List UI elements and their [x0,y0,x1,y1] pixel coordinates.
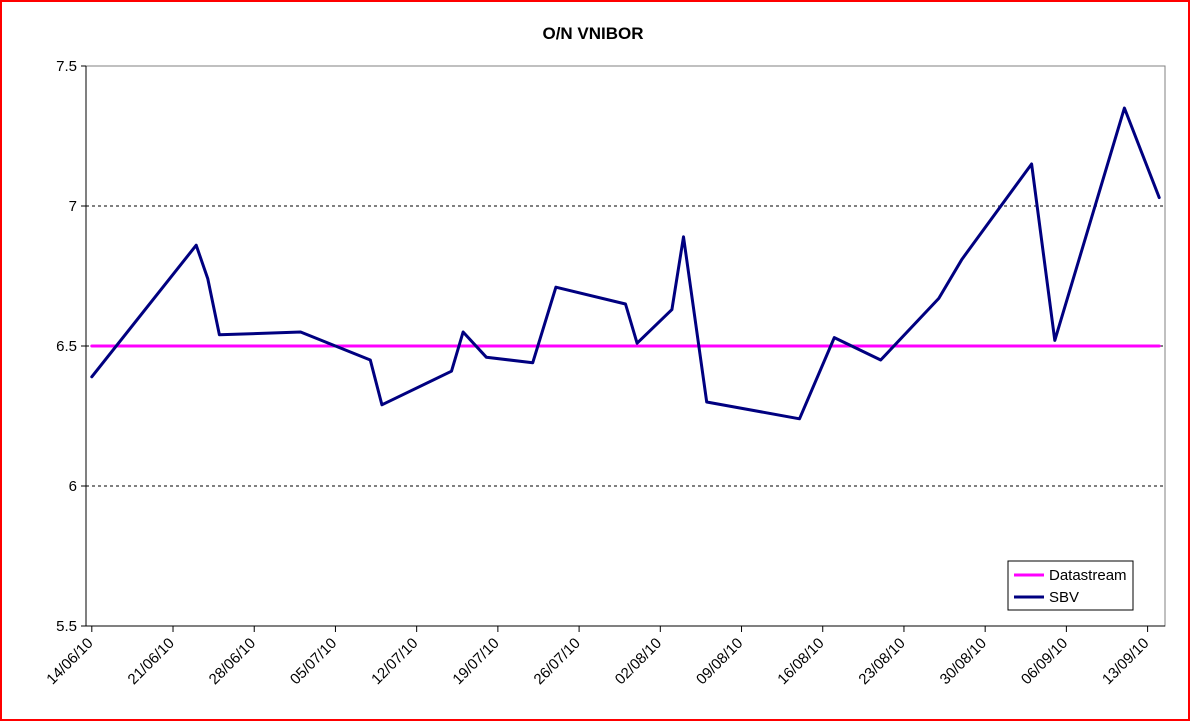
series-line-sbv [90,106,1161,421]
x-tick-label: 16/08/10 [774,635,827,688]
x-tick-label: 26/07/10 [531,635,584,688]
legend-label: SBV [1049,589,1079,606]
x-tick-label: 09/08/10 [693,635,746,688]
y-tick-label: 6 [69,478,77,495]
x-tick-label: 21/06/10 [125,635,178,688]
x-tick-label: 30/08/10 [937,635,990,688]
x-tick-label: 19/07/10 [449,635,502,688]
legend-box [1007,560,1134,611]
x-tick-label: 12/07/10 [368,635,421,688]
y-tick-label: 6.5 [56,338,77,355]
x-tick-label: 05/07/10 [287,635,340,688]
series-lines [90,106,1161,421]
y-tick-label: 7 [69,198,77,215]
x-axis: 14/06/10 21/06/10 28/06/10 05/07/10 12/07/10… [43,625,1165,688]
x-tick-label: 13/09/10 [1099,635,1152,688]
legend-label: Datastream [1049,567,1127,584]
y-tick-label: 5.5 [56,618,77,635]
legend: Datastream SBV [1007,560,1134,611]
chart-title: O/N VNIBOR [542,24,643,43]
x-tick-label: 02/08/10 [612,635,665,688]
x-tick-label: 06/09/10 [1018,635,1071,688]
y-tick-label: 7.5 [56,58,77,75]
x-tick-label: 14/06/10 [43,635,96,688]
x-tick-label: 23/08/10 [855,635,908,688]
x-tick-label: 28/06/10 [206,635,259,688]
y-axis: 5.5 6 6.5 7 7.5 [56,58,87,635]
